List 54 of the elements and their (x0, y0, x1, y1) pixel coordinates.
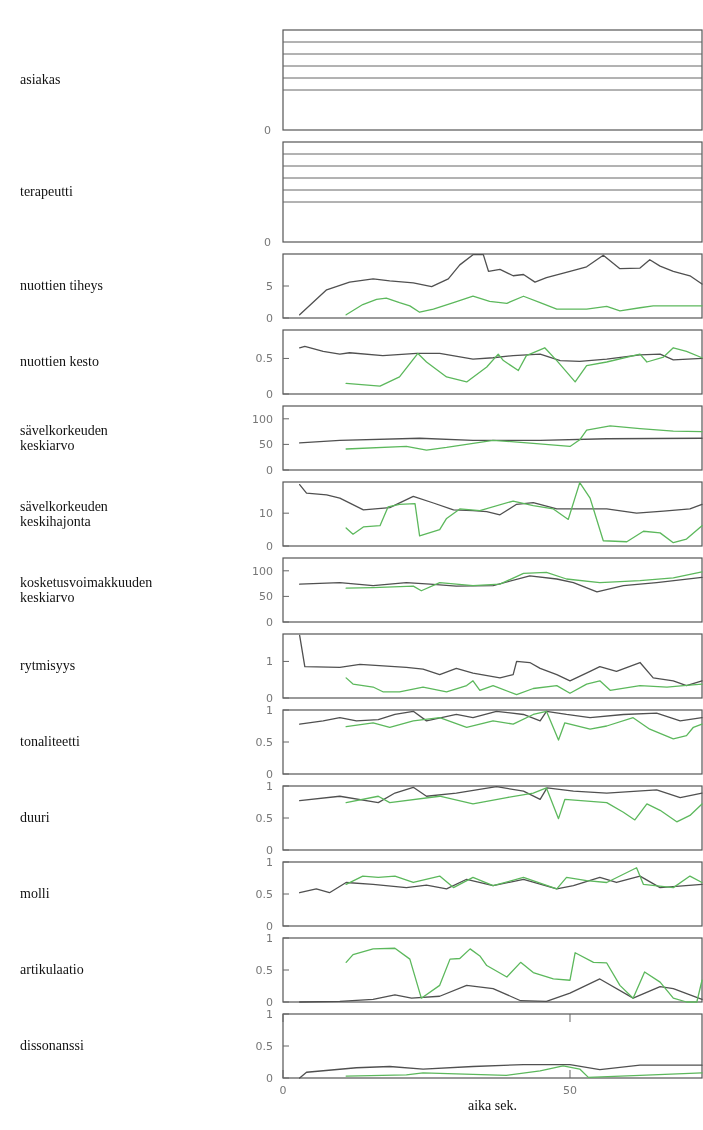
y-axis-title: nuottien kesto (20, 354, 99, 369)
line-series (345, 425, 703, 451)
y-tick-label: 0 (266, 920, 273, 933)
y-axis-title: rytmisyys (20, 658, 76, 673)
y-tick-label: 0 (266, 1072, 273, 1085)
text: terapeutti (20, 184, 73, 199)
y-tick-label: 0 (266, 996, 273, 1009)
y-tick-label: 10 (259, 507, 273, 521)
y-tick-label: 1 (266, 655, 273, 669)
line-series (345, 347, 703, 387)
x-axis-title: aika sek. (468, 1098, 517, 1113)
y-tick-label: 0 (266, 692, 273, 705)
y-tick-label: 1 (266, 1008, 273, 1021)
line-series (345, 787, 703, 823)
y-tick-label: 100 (252, 412, 273, 426)
y-axis-title: kosketusvoimakkuuden keskiarvo (20, 574, 153, 605)
y-tick-label: 0.5 (255, 888, 273, 901)
y-tick-label: 50 (259, 590, 273, 604)
y-tick-label: 100 (252, 564, 273, 578)
line-series (345, 295, 703, 316)
y-axis-title: artikulaatio (20, 962, 84, 977)
line-series (345, 677, 703, 696)
y-axis-title: sävelkorkeuden keskihajonta (20, 498, 108, 529)
y-tick-label: 1 (266, 856, 273, 869)
y-axis-title: molli (20, 886, 50, 901)
y-axis-title: dissonanssi (20, 1038, 84, 1053)
y-tick-label: 1 (266, 932, 273, 945)
y-tick-label: 0.5 (255, 812, 273, 825)
line-series (345, 947, 703, 1003)
line-series (345, 571, 703, 592)
y-axis-title: tonaliteetti (20, 734, 80, 749)
y-tick-label: 0 (266, 312, 273, 325)
y-axis-title: sävelkorkeuden keskiarvo (20, 422, 108, 453)
line-series (345, 482, 703, 544)
y-tick-label: 0.5 (255, 964, 273, 977)
y-tick-label: 0 (266, 388, 273, 401)
y-tick-label: 1 (266, 704, 273, 717)
y-tick-label: 0 (266, 540, 273, 553)
y-tick-label: 0 (266, 464, 273, 477)
y-tick-label: 0.5 (255, 352, 273, 366)
y-axis-title: nuottien tiheys (20, 278, 103, 293)
y-tick-label: 0 (266, 768, 273, 781)
line-series (345, 710, 703, 741)
line-series (345, 1065, 703, 1079)
y-tick-label: 50 (259, 438, 273, 452)
text: asiakas (20, 72, 61, 87)
y-tick-label: 5 (266, 280, 273, 293)
y-tick-label: 0.5 (255, 736, 273, 749)
line-series (345, 867, 703, 890)
y-tick-label: 0.5 (255, 1040, 273, 1053)
y-tick-label: 1 (266, 780, 273, 793)
y-tick-label: 0 (266, 616, 273, 629)
y-axis-title: duuri (20, 810, 50, 825)
y-tick-label: 0 (266, 844, 273, 857)
